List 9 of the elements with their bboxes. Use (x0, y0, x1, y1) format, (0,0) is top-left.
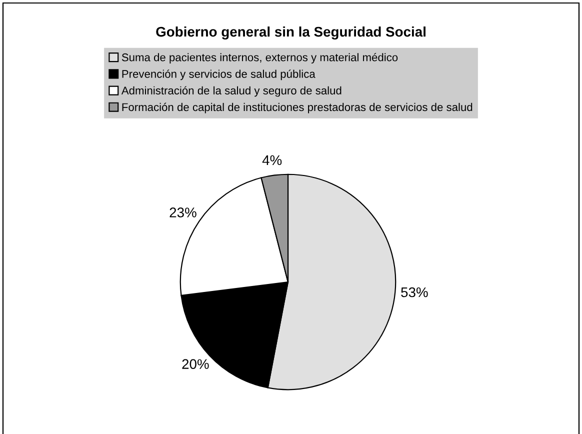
legend-label: Prevención y servicios de salud pública (122, 70, 316, 80)
data-label: 4% (262, 155, 282, 166)
data-label: 53% (401, 287, 428, 298)
data-label: 20% (182, 359, 209, 369)
legend-label: Formación de capital de instituciones prestadoras de servicios de salud (122, 102, 472, 114)
legend-label: Administración de la salud y seguro de salud (121, 86, 342, 97)
chart-title: Gobierno general sin la Seguridad Social (156, 26, 426, 40)
data-label: 23% (170, 208, 196, 218)
legend-label: Suma de pacientes internos, externos y material médico (122, 53, 398, 64)
